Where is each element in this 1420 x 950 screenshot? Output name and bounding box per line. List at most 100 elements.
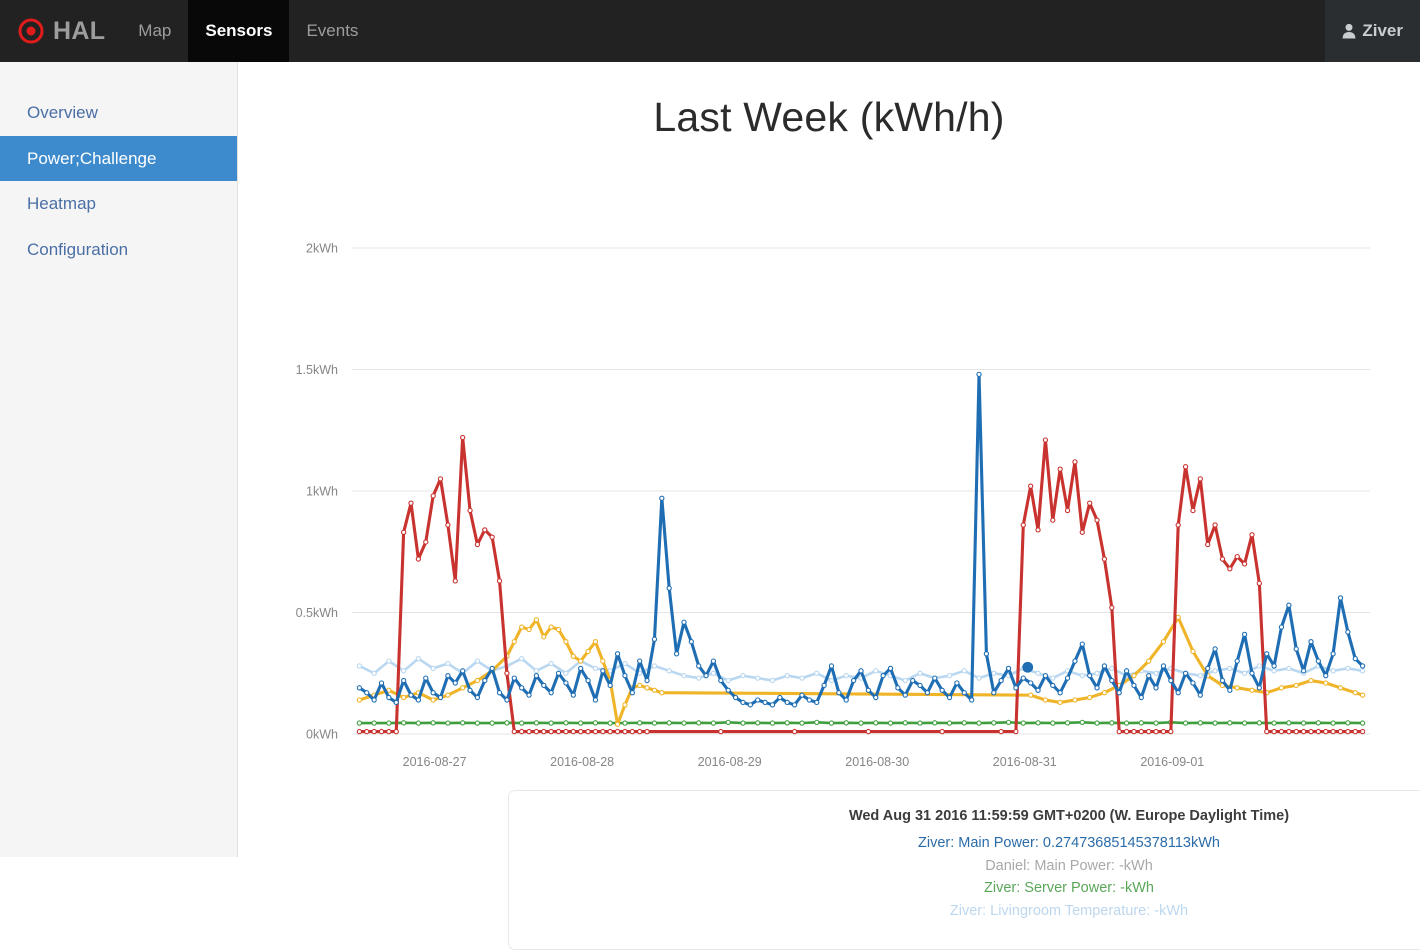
data-point	[600, 728, 606, 735]
x-axis-tick-label: 2016-08-27	[403, 755, 467, 769]
sidebar-item-heatmap[interactable]: Heatmap	[27, 194, 96, 214]
data-point	[1323, 680, 1329, 686]
data-point	[659, 690, 665, 696]
data-point	[1042, 437, 1049, 443]
data-point	[1153, 720, 1159, 726]
data-point	[637, 682, 643, 689]
data-point	[519, 685, 525, 691]
user-menu[interactable]: Ziver	[1325, 0, 1420, 62]
data-point	[592, 697, 599, 703]
data-point	[378, 728, 385, 735]
data-point	[681, 619, 687, 625]
data-point	[1094, 685, 1100, 691]
data-point	[548, 624, 554, 630]
data-point	[784, 699, 790, 706]
data-point	[969, 697, 975, 703]
data-point	[1256, 663, 1262, 669]
data-point	[1028, 680, 1034, 686]
data-point	[600, 658, 606, 664]
data-point	[1256, 685, 1262, 691]
data-point	[769, 720, 776, 726]
data-point	[961, 720, 967, 726]
data-point	[533, 673, 540, 679]
data-point	[504, 670, 510, 676]
data-point	[1352, 728, 1358, 735]
data-point	[1300, 668, 1307, 674]
data-point	[784, 720, 790, 726]
data-point	[843, 720, 849, 726]
data-point	[1109, 604, 1115, 611]
data-point	[430, 720, 436, 726]
data-point	[1359, 720, 1366, 726]
data-point	[511, 639, 517, 645]
data-point	[489, 534, 495, 540]
data-point	[821, 682, 827, 689]
data-point	[614, 728, 621, 735]
data-point	[865, 687, 872, 693]
brand-logo[interactable]: HAL	[0, 0, 121, 62]
data-point	[1286, 602, 1292, 608]
chart-container[interactable]: 0kWh 0.5kWh 1kWh 1.5kWh 2kWh 2016-08-27 2016-0…	[238, 172, 1420, 772]
data-point	[371, 697, 377, 703]
nav-item-events[interactable]: Events	[306, 21, 359, 40]
data-point	[880, 673, 886, 679]
data-point	[1175, 522, 1181, 528]
nav-item-map[interactable]: Map	[138, 21, 172, 40]
nav-item-sensors[interactable]: Sensors	[188, 0, 290, 62]
data-point	[998, 677, 1004, 684]
data-point	[563, 670, 569, 676]
data-point	[637, 658, 643, 664]
data-point	[1013, 685, 1019, 691]
tooltip-panel: Wed Aug 31 2016 11:59:59 GMT+0200 (W. Eu…	[508, 790, 1420, 950]
data-point	[718, 728, 724, 735]
data-point	[437, 694, 444, 701]
data-point	[1271, 663, 1277, 669]
data-point	[1168, 677, 1174, 684]
data-point	[1271, 668, 1277, 674]
data-point	[1256, 720, 1262, 726]
data-point	[1205, 665, 1211, 672]
data-point	[1337, 595, 1344, 601]
sidebar-item-configuration[interactable]: Configuration	[27, 239, 129, 259]
data-point	[747, 702, 753, 708]
data-point	[828, 663, 835, 669]
data-point	[1227, 687, 1233, 693]
data-point	[1079, 641, 1085, 647]
sidebar-item-power-challenge[interactable]: Power;Challenge	[0, 135, 237, 182]
data-point	[430, 697, 436, 703]
data-point	[578, 720, 584, 726]
data-point	[1175, 690, 1181, 696]
data-point	[393, 728, 399, 735]
x-axis-tick-label: 2016-08-28	[550, 755, 614, 769]
data-point	[873, 694, 879, 701]
data-point	[1359, 668, 1366, 674]
data-point	[1020, 720, 1026, 726]
data-point	[799, 720, 805, 726]
sidebar-item-overview[interactable]: Overview	[27, 103, 98, 122]
data-point	[1050, 682, 1056, 689]
data-point	[696, 663, 702, 669]
data-point	[386, 720, 392, 726]
series-daniel-main-power	[356, 434, 1366, 735]
data-point	[1337, 728, 1344, 735]
line-chart[interactable]: 0kWh 0.5kWh 1kWh 1.5kWh 2kWh 2016-08-27 2016-0…	[238, 172, 1420, 772]
data-point	[430, 665, 436, 672]
data-point	[578, 728, 584, 735]
chart-title: Last Week (kWh/h)	[653, 94, 1005, 140]
data-point	[946, 694, 953, 701]
data-point	[1352, 690, 1358, 696]
data-point	[356, 685, 363, 691]
data-point	[991, 670, 997, 676]
target-icon	[18, 18, 44, 44]
data-point	[917, 720, 923, 726]
y-axis-tick-label: 0kWh	[306, 728, 338, 742]
data-point	[814, 670, 820, 676]
data-point	[1020, 522, 1026, 528]
data-point	[622, 728, 628, 735]
highlighted-data-point[interactable]	[1022, 661, 1034, 673]
data-point	[533, 720, 540, 726]
data-point	[1116, 690, 1122, 696]
data-point	[1138, 720, 1144, 726]
data-point	[1323, 728, 1329, 735]
data-point	[445, 692, 451, 698]
